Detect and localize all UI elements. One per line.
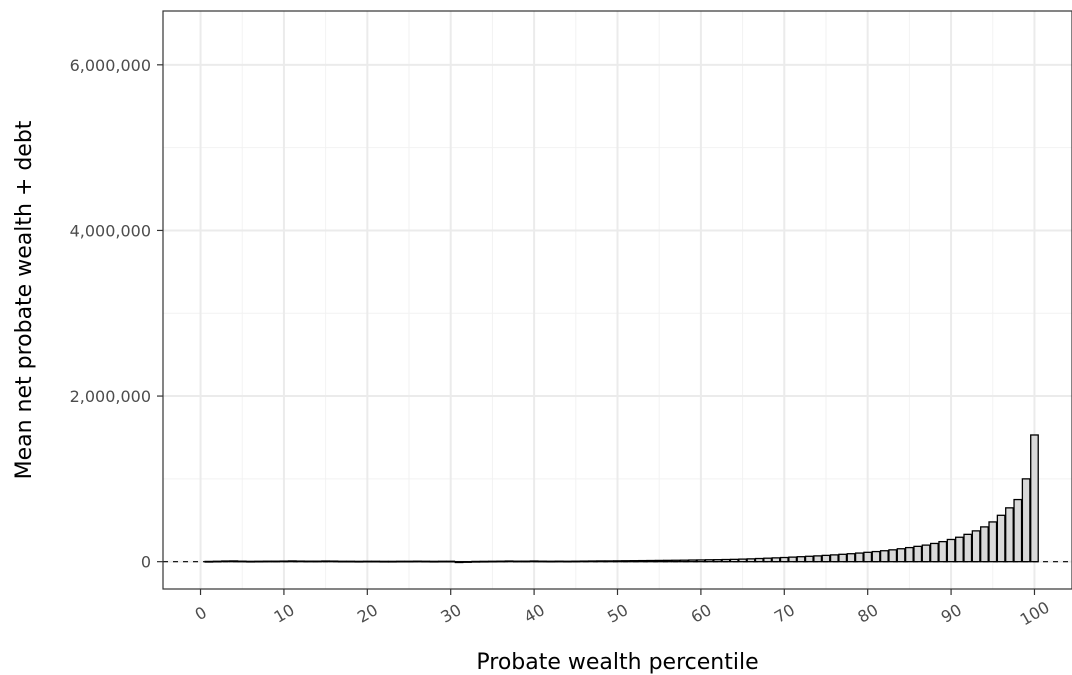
y-tick-label: 4,000,000 bbox=[70, 221, 151, 240]
x-tick-label: 70 bbox=[771, 600, 798, 627]
bar bbox=[688, 559, 697, 563]
bar bbox=[854, 552, 864, 563]
bar bbox=[796, 556, 806, 563]
bar bbox=[788, 556, 798, 563]
bar bbox=[1013, 498, 1023, 563]
bar bbox=[746, 558, 756, 563]
y-axis-title: Mean net probate wealth + debt bbox=[12, 120, 37, 479]
bar bbox=[988, 521, 998, 563]
x-tick-label: 40 bbox=[521, 600, 548, 627]
bar bbox=[971, 530, 981, 563]
bar bbox=[913, 545, 923, 563]
bar bbox=[921, 544, 931, 563]
x-tick-label: 0 bbox=[192, 603, 210, 625]
bar bbox=[863, 551, 873, 563]
x-axis-ticks: 0 10 20 30 40 50 60 70 80 90 100 bbox=[192, 589, 1053, 629]
bar bbox=[929, 542, 939, 563]
bar bbox=[696, 559, 706, 563]
bar bbox=[804, 555, 814, 563]
bar bbox=[846, 553, 856, 563]
bar bbox=[938, 540, 948, 563]
x-tick-label: 100 bbox=[1017, 598, 1053, 630]
x-tick-label: 10 bbox=[271, 600, 298, 627]
bars bbox=[204, 434, 1039, 564]
bar bbox=[996, 514, 1006, 563]
x-tick-label: 30 bbox=[437, 600, 464, 627]
bar bbox=[738, 558, 747, 563]
x-tick-label: 60 bbox=[688, 600, 715, 627]
y-axis-ticks: 0 2,000,000 4,000,000 6,000,000 bbox=[70, 56, 163, 572]
bar bbox=[813, 555, 823, 563]
y-tick-label: 2,000,000 bbox=[70, 387, 151, 406]
bar bbox=[904, 546, 914, 563]
x-tick-label: 50 bbox=[604, 600, 631, 627]
bar bbox=[879, 550, 889, 563]
bar bbox=[838, 553, 848, 563]
x-tick-label: 90 bbox=[938, 600, 965, 627]
bar bbox=[955, 536, 964, 563]
x-tick-label: 20 bbox=[354, 600, 381, 627]
bar bbox=[888, 549, 898, 563]
y-tick-label: 6,000,000 bbox=[70, 56, 151, 75]
bar bbox=[754, 557, 764, 563]
bar bbox=[871, 550, 881, 563]
grid bbox=[163, 11, 1072, 589]
bar bbox=[1005, 507, 1014, 563]
bar bbox=[1021, 478, 1031, 563]
x-axis-title: Probate wealth percentile bbox=[476, 650, 758, 675]
y-tick-label: 0 bbox=[141, 553, 151, 572]
bar bbox=[963, 533, 973, 563]
bar bbox=[829, 554, 839, 563]
bar bbox=[946, 538, 956, 563]
x-tick-label: 80 bbox=[854, 600, 881, 627]
bar bbox=[1030, 434, 1039, 563]
bar bbox=[654, 559, 664, 563]
bar bbox=[779, 556, 789, 563]
bar bbox=[896, 548, 906, 563]
bar bbox=[821, 554, 831, 563]
bar bbox=[704, 559, 714, 563]
bar bbox=[980, 526, 989, 563]
